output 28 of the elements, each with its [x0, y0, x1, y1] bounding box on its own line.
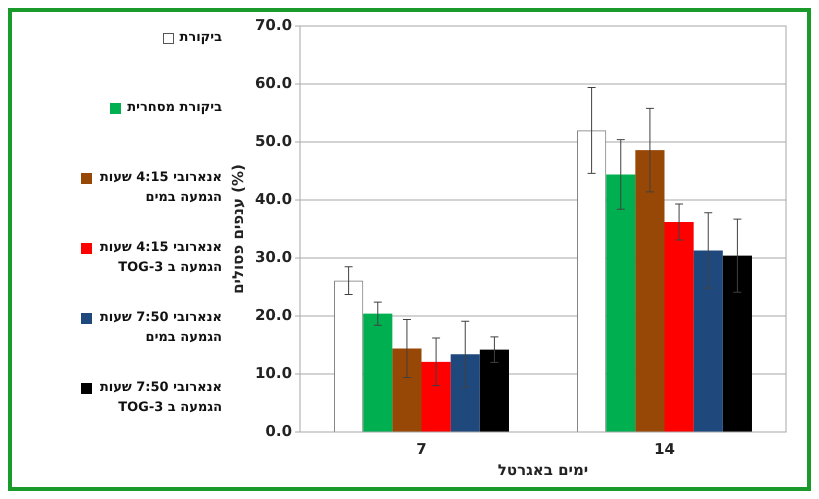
x-tick-label: 14: [654, 440, 675, 458]
y-tick-label: 0.0: [265, 422, 292, 440]
bar: [363, 314, 392, 432]
legend-label: ביקורת מסחרית: [127, 99, 222, 117]
y-tick-label: 40.0: [254, 190, 292, 208]
bar: [694, 250, 723, 432]
bar: [422, 362, 451, 432]
y-tick-label: 20.0: [254, 306, 292, 324]
legend-label: אנארובי 4:15 שעות הגמעה במים: [98, 169, 222, 207]
bar: [664, 222, 694, 432]
legend-label: אנארובי 7:50 שעות הגמעה ב TOG-3: [98, 379, 222, 417]
bar: [480, 350, 509, 432]
y-axis-title: ענפים פסולים (%): [228, 164, 247, 294]
x-tick-label: 7: [416, 440, 427, 458]
legend-label: אנארובי 7:50 שעות הגמעה במים: [98, 309, 222, 347]
bar: [392, 348, 422, 432]
y-tick-label: 30.0: [254, 248, 292, 266]
legend-label: ביקורת: [180, 29, 222, 47]
y-tick-label: 10.0: [254, 364, 292, 382]
y-tick-label: 50.0: [254, 132, 292, 150]
x-axis-title: ימים באגרטל: [498, 460, 588, 479]
bar: [606, 174, 636, 432]
legend-label: אנארובי 4:15 שעות הגמעה ב TOG-3: [98, 239, 222, 277]
bar: [635, 150, 665, 432]
y-tick-label: 70.0: [254, 16, 292, 34]
bar: [722, 256, 752, 432]
y-tick-label: 60.0: [254, 74, 292, 92]
bar: [450, 354, 480, 432]
